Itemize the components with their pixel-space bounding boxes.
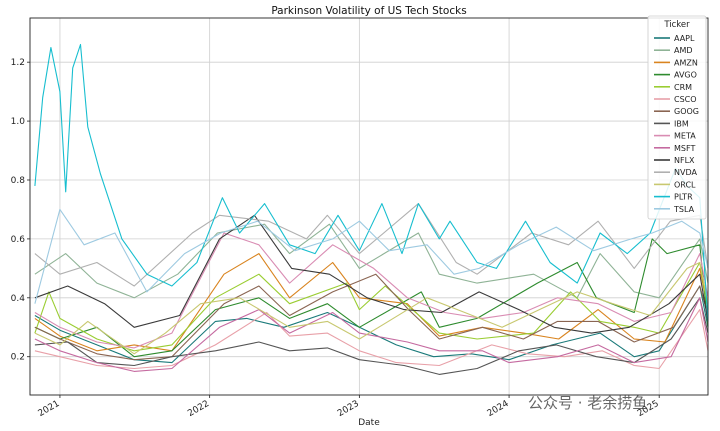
legend-label-amzn: AMZN (674, 58, 698, 67)
y-tick-label: 0.2 (11, 353, 25, 363)
series-line-meta (34, 232, 709, 349)
watermark-text: 公众号 · 老余捞鱼 (528, 394, 647, 412)
series-line-msft (34, 297, 709, 372)
legend-box (647, 15, 707, 220)
y-tick-label: 0.6 (11, 235, 26, 245)
y-tick-label: 0.4 (11, 294, 26, 304)
plot-frame (29, 17, 709, 396)
legend-label-pltr: PLTR (674, 193, 693, 202)
series-line-orcl (34, 261, 709, 355)
series-line-tsla (34, 208, 709, 304)
series-line-crm (34, 261, 709, 352)
series-line-avgo (34, 238, 709, 358)
legend-label-nvda: NVDA (674, 168, 697, 177)
x-axis-title: Date (358, 418, 380, 428)
legend-label-ibm: IBM (674, 119, 689, 128)
legend-label-aapl: AAPL (674, 34, 695, 43)
series-line-nflx (34, 214, 709, 334)
series-layer (34, 43, 709, 375)
legend-label-orcl: ORCL (674, 180, 696, 189)
series-line-csco (34, 309, 709, 370)
y-tick-label: 1.2 (11, 58, 25, 68)
legend-title: Ticker (663, 20, 690, 30)
y-tick-label: 1.0 (11, 117, 26, 127)
series-line-nvda (34, 203, 709, 287)
legend-label-crm: CRM (674, 83, 692, 92)
chart-title: Parkinson Volatility of US Tech Stocks (271, 5, 466, 17)
series-line-ibm (34, 297, 709, 375)
legend: Ticker AAPL AMD AMZN AVGO CRM CSCO GOOG IBM META M… (647, 15, 707, 220)
legend-label-tsla: TSLA (673, 205, 695, 214)
legend-label-msft: MSFT (674, 144, 695, 153)
series-line-pltr (34, 43, 709, 322)
legend-label-amd: AMD (674, 46, 693, 55)
y-tick-label: 0.8 (11, 176, 26, 186)
legend-label-meta: META (674, 132, 696, 141)
legend-label-csco: CSCO (674, 95, 697, 104)
legend-label-nflx: NFLX (674, 156, 695, 165)
legend-label-goog: GOOG (674, 107, 699, 116)
legend-label-avgo: AVGO (674, 71, 697, 80)
series-line-goog (34, 273, 709, 361)
